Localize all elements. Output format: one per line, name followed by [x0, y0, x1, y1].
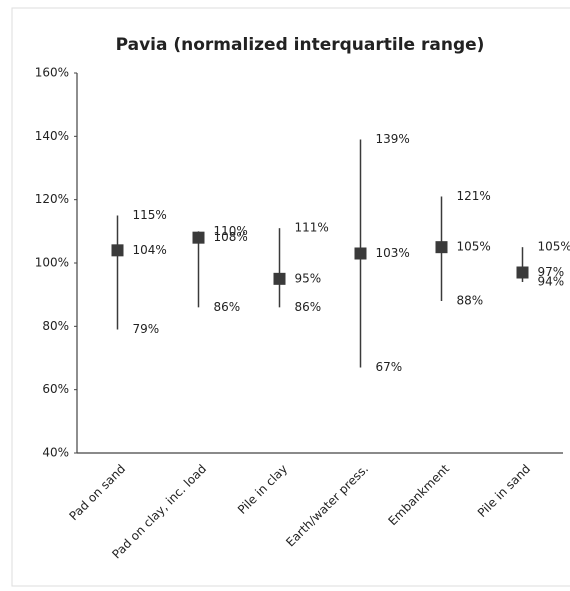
frame	[11, 7, 570, 587]
y-tick-label: 60%	[42, 382, 69, 396]
median-label: 105%	[457, 240, 491, 254]
x-tick-label: Embankment	[385, 461, 452, 528]
low-label: 86%	[295, 300, 322, 314]
high-label: 110%	[214, 224, 248, 238]
x-tick-label: Pile in sand	[475, 462, 533, 520]
y-tick-label: 80%	[42, 319, 69, 333]
x-tick-label: Earth/water press.	[283, 462, 371, 550]
high-label: 105%	[538, 240, 570, 254]
median-label: 108%	[214, 230, 248, 244]
low-label: 86%	[214, 300, 241, 314]
high-label: 139%	[376, 132, 410, 146]
median-label: 103%	[376, 246, 410, 260]
median-label: 104%	[133, 243, 167, 257]
y-tick-label: 40%	[42, 446, 69, 460]
x-tick-label: Pad on clay, inc. load	[109, 462, 209, 562]
x-tick-label: Pile in clay	[235, 462, 290, 517]
median-marker	[435, 241, 448, 254]
low-label: 88%	[457, 294, 484, 308]
high-label: 111%	[295, 221, 329, 235]
y-tick-label: 160%	[35, 66, 69, 80]
median-marker	[273, 272, 286, 285]
high-label: 121%	[457, 189, 491, 203]
low-label: 67%	[376, 360, 403, 374]
y-tick-label: 120%	[35, 192, 69, 206]
y-tick-label: 100%	[35, 256, 69, 270]
median-marker	[354, 247, 367, 260]
median-marker	[192, 231, 205, 244]
x-tick-label: Pad on sand	[67, 462, 129, 524]
chart-title: Pavia (normalized interquartile range)	[116, 35, 485, 55]
median-marker	[516, 266, 529, 279]
median-label: 97%	[538, 265, 565, 279]
high-label: 115%	[133, 208, 167, 222]
median-label: 95%	[295, 271, 322, 285]
median-marker	[111, 244, 124, 257]
y-tick-label: 140%	[35, 129, 69, 143]
low-label: 94%	[538, 275, 565, 289]
low-label: 79%	[133, 322, 160, 336]
